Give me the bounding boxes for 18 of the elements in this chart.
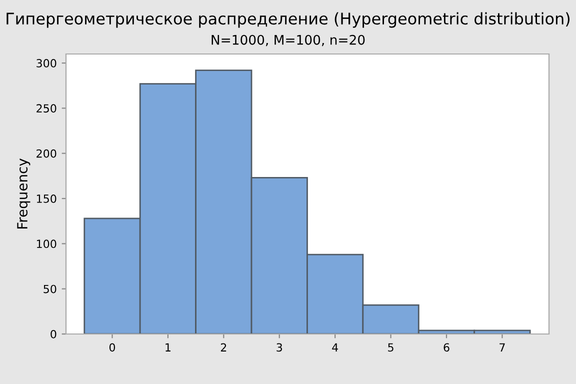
x-tick-label: 7 bbox=[500, 343, 505, 352]
x-tick-label: 1 bbox=[166, 343, 170, 352]
x-tick-label: 6 bbox=[444, 343, 450, 352]
y-tick-label: 250 bbox=[36, 104, 56, 113]
y-tick-label: 0 bbox=[50, 330, 56, 338]
chart-subtitle: N=1000, M=100, n=20 bbox=[212, 34, 365, 46]
x-tick-label: 0 bbox=[109, 343, 116, 352]
y-tick-label: 150 bbox=[36, 194, 56, 203]
x-tick-label: 2 bbox=[220, 343, 226, 352]
y-tick-label: 100 bbox=[36, 240, 56, 248]
y-axis-title: Frequency bbox=[17, 158, 30, 229]
y-tick-label: 50 bbox=[44, 284, 56, 294]
chart-title: Гипергеометрическое распределение (Hypergeometric distribution) bbox=[6, 12, 570, 28]
x-tick-label: 5 bbox=[388, 343, 394, 352]
x-tick-label: 3 bbox=[276, 343, 282, 352]
y-tick-label: 300 bbox=[36, 59, 56, 68]
y-tick-label: 200 bbox=[36, 149, 56, 158]
x-tick-label: 4 bbox=[332, 343, 338, 352]
